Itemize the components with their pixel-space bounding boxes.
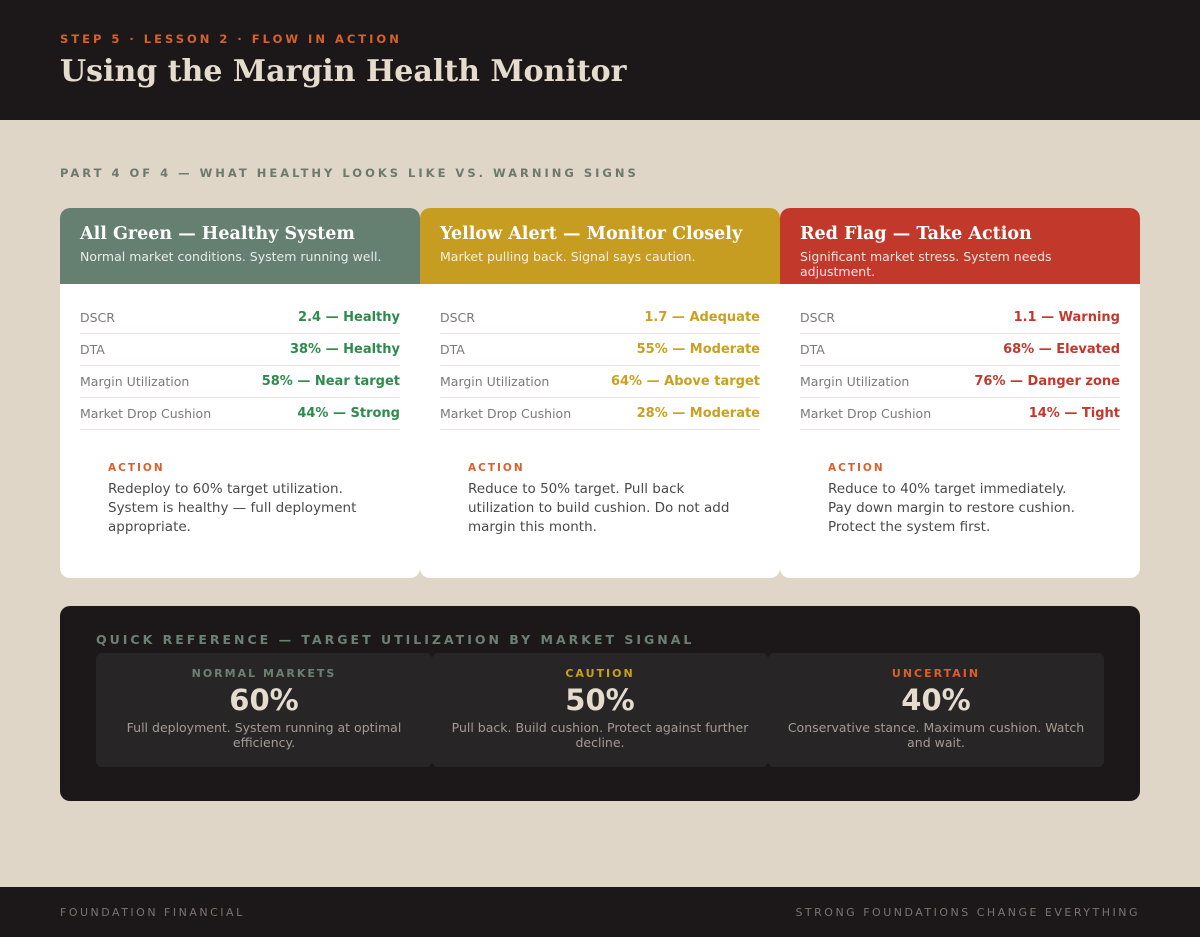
card-subtitle: Market pulling back. Signal says caution… — [440, 249, 696, 264]
qr-label: UNCERTAIN — [891, 667, 981, 680]
qr-percent: 60% — [229, 683, 299, 717]
metrics-list: DSCR 1.1 — Warning DTA 68% — Elevated Ma… — [780, 284, 1140, 430]
action-label: ACTION — [468, 462, 525, 474]
action-text: Redeploy to 60% target utilization. Syst… — [108, 481, 357, 535]
card-header: All Green — Healthy System Normal market… — [60, 208, 420, 284]
metric-value: 14% — Tight — [1028, 406, 1120, 421]
metric-value: 1.7 — Adequate — [644, 310, 760, 325]
action-block: ACTION Reduce to 40% target immediately.… — [780, 430, 1140, 537]
metric-row: DTA 68% — Elevated — [800, 334, 1120, 366]
footer-tagline: STRONG FOUNDATIONS CHANGE EVERYTHING — [795, 905, 1140, 919]
card-title: Yellow Alert — Monitor Closely — [440, 224, 743, 244]
action-label: ACTION — [108, 462, 165, 474]
quick-reference-panel: QUICK REFERENCE — TARGET UTILIZATION BY … — [60, 606, 1140, 801]
metric-value: 58% — Near target — [261, 374, 400, 389]
qr-description: Full deployment. System running at optim… — [126, 720, 402, 750]
quick-reference-items: NORMAL MARKETS 60% Full deployment. Syst… — [96, 653, 1104, 767]
card-subtitle: Significant market stress. System needs … — [800, 249, 1052, 279]
metric-value: 1.1 — Warning — [1013, 310, 1120, 325]
page-footer: FOUNDATION FINANCIAL STRONG FOUNDATIONS … — [0, 887, 1200, 937]
metric-label: Market Drop Cushion — [80, 406, 212, 421]
card-title: Red Flag — Take Action — [800, 224, 1032, 244]
qr-percent: 40% — [901, 683, 971, 717]
metric-label: DSCR — [80, 310, 115, 325]
metric-value: 44% — Strong — [297, 406, 400, 421]
metrics-list: DSCR 2.4 — Healthy DTA 38% — Healthy Mar… — [60, 284, 420, 430]
metric-row: Market Drop Cushion 28% — Moderate — [440, 398, 760, 430]
qr-item-normal: NORMAL MARKETS 60% Full deployment. Syst… — [96, 653, 432, 767]
metric-row: DTA 38% — Healthy — [80, 334, 400, 366]
card-red-flag: Red Flag — Take Action Significant marke… — [780, 208, 1140, 578]
card-healthy: All Green — Healthy System Normal market… — [60, 208, 420, 578]
qr-label: NORMAL MARKETS — [191, 667, 337, 680]
lesson-eyebrow: STEP 5 · LESSON 2 · FLOW IN ACTION — [60, 32, 402, 46]
qr-label: CAUTION — [565, 667, 635, 680]
metric-row: Margin Utilization 64% — Above target — [440, 366, 760, 398]
metric-row: Margin Utilization 76% — Danger zone — [800, 366, 1120, 398]
metric-label: DSCR — [440, 310, 475, 325]
quick-reference-title: QUICK REFERENCE — TARGET UTILIZATION BY … — [96, 632, 695, 647]
qr-percent: 50% — [565, 683, 635, 717]
qr-item-caution: CAUTION 50% Pull back. Build cushion. Pr… — [432, 653, 768, 767]
status-cards: All Green — Healthy System Normal market… — [60, 208, 1140, 578]
page-header: STEP 5 · LESSON 2 · FLOW IN ACTION Using… — [0, 0, 1200, 120]
metric-row: DSCR 2.4 — Healthy — [80, 302, 400, 334]
metric-value: 28% — Moderate — [636, 406, 760, 421]
card-title: All Green — Healthy System — [80, 224, 355, 244]
page-title: Using the Margin Health Monitor — [60, 54, 627, 89]
metric-value: 68% — Elevated — [1003, 342, 1120, 357]
action-text: Reduce to 40% target immediately. Pay do… — [828, 481, 1075, 535]
metric-label: DTA — [80, 342, 105, 357]
card-subtitle: Normal market conditions. System running… — [80, 249, 382, 264]
action-label: ACTION — [828, 462, 885, 474]
metric-label: DSCR — [800, 310, 835, 325]
metric-label: DTA — [440, 342, 465, 357]
card-yellow-alert: Yellow Alert — Monitor Closely Market pu… — [420, 208, 780, 578]
metric-row: Margin Utilization 58% — Near target — [80, 366, 400, 398]
action-text: Reduce to 50% target. Pull back utilizat… — [468, 481, 730, 535]
metric-value: 55% — Moderate — [636, 342, 760, 357]
metric-value: 38% — Healthy — [289, 342, 400, 357]
metric-label: Margin Utilization — [440, 374, 550, 389]
metrics-list: DSCR 1.7 — Adequate DTA 55% — Moderate M… — [420, 284, 780, 430]
metric-label: Margin Utilization — [800, 374, 910, 389]
metric-label: DTA — [800, 342, 825, 357]
qr-description: Pull back. Build cushion. Protect agains… — [451, 720, 749, 750]
metric-row: DSCR 1.1 — Warning — [800, 302, 1120, 334]
card-header: Yellow Alert — Monitor Closely Market pu… — [420, 208, 780, 284]
qr-description: Conservative stance. Maximum cushion. Wa… — [787, 720, 1085, 750]
metric-row: DSCR 1.7 — Adequate — [440, 302, 760, 334]
metric-label: Market Drop Cushion — [440, 406, 572, 421]
metric-value: 2.4 — Healthy — [298, 310, 400, 325]
section-label: PART 4 OF 4 — WHAT HEALTHY LOOKS LIKE VS… — [60, 166, 639, 180]
metric-label: Market Drop Cushion — [800, 406, 932, 421]
metric-label: Margin Utilization — [80, 374, 190, 389]
qr-item-uncertain: UNCERTAIN 40% Conservative stance. Maxim… — [768, 653, 1104, 767]
action-block: ACTION Reduce to 50% target. Pull back u… — [420, 430, 780, 537]
footer-brand: FOUNDATION FINANCIAL — [60, 905, 245, 919]
metric-value: 64% — Above target — [610, 374, 760, 389]
metric-row: Market Drop Cushion 14% — Tight — [800, 398, 1120, 430]
metric-row: DTA 55% — Moderate — [440, 334, 760, 366]
card-header: Red Flag — Take Action Significant marke… — [780, 208, 1140, 284]
metric-value: 76% — Danger zone — [974, 374, 1120, 389]
metric-row: Market Drop Cushion 44% — Strong — [80, 398, 400, 430]
action-block: ACTION Redeploy to 60% target utilizatio… — [60, 430, 420, 537]
